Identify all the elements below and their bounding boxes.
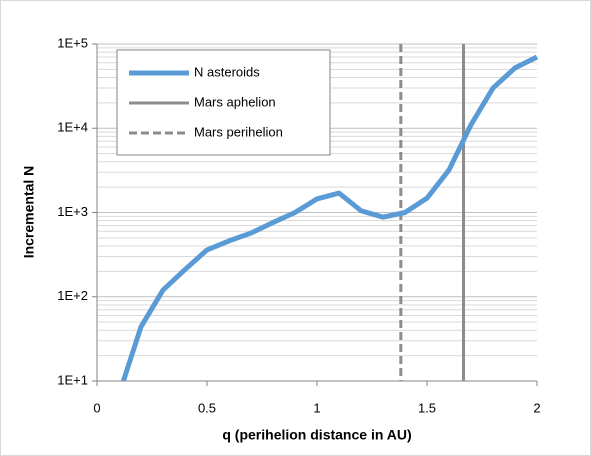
x-tick-label: 1.5 (418, 400, 436, 415)
legend-label: Mars perihelion (194, 124, 283, 139)
legend-label: Mars aphelion (194, 94, 276, 109)
y-tick-label: 1E+1 (57, 372, 88, 387)
x-tick-label: 2 (533, 400, 540, 415)
x-tick-label: 0.5 (198, 400, 216, 415)
y-tick-label: 1E+4 (57, 120, 88, 135)
data-line (121, 54, 539, 382)
legend-label: N asteroids (194, 64, 260, 79)
y-tick-label: 1E+2 (57, 288, 88, 303)
x-tick-label: 1 (313, 400, 320, 415)
y-tick-label: 1E+5 (57, 35, 88, 50)
y-tick-label: 1E+3 (57, 204, 88, 219)
x-axis-title: q (perihelion distance in AU) (222, 427, 411, 443)
y-axis-title: Incremental N (21, 166, 37, 259)
x-tick-label: 0 (93, 400, 100, 415)
